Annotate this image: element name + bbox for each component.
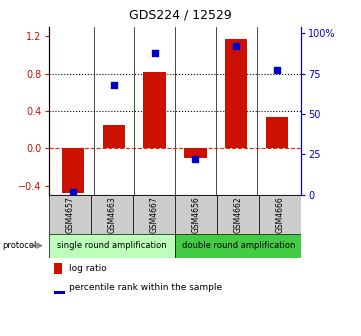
- Point: [111, 82, 117, 88]
- Point: [70, 189, 76, 194]
- Text: log ratio: log ratio: [69, 264, 107, 273]
- Bar: [225, 39, 247, 148]
- Bar: [144, 72, 166, 148]
- Point: [152, 50, 158, 55]
- Text: GSM4667: GSM4667: [149, 196, 158, 233]
- Text: double round amplification: double round amplification: [182, 241, 295, 250]
- Text: single round amplification: single round amplification: [57, 241, 167, 250]
- Bar: [54, 262, 62, 274]
- Bar: [184, 148, 207, 158]
- Bar: [49, 234, 175, 258]
- Bar: [103, 125, 125, 148]
- Text: GSM4656: GSM4656: [192, 196, 201, 233]
- Bar: [54, 291, 65, 294]
- Bar: [91, 195, 133, 234]
- Text: GSM4657: GSM4657: [65, 196, 74, 233]
- Point: [274, 68, 280, 73]
- Point: [192, 157, 198, 162]
- Text: GSM4662: GSM4662: [234, 196, 243, 233]
- Bar: [217, 195, 259, 234]
- Text: GSM4663: GSM4663: [108, 196, 116, 233]
- Bar: [133, 195, 175, 234]
- Bar: [49, 195, 91, 234]
- Bar: [259, 195, 301, 234]
- Text: percentile rank within the sample: percentile rank within the sample: [69, 283, 222, 292]
- Text: GDS224 / 12529: GDS224 / 12529: [129, 8, 232, 22]
- Point: [233, 44, 239, 49]
- Bar: [266, 117, 288, 148]
- Bar: [62, 148, 84, 193]
- Bar: [175, 195, 217, 234]
- Bar: [175, 234, 301, 258]
- Text: protocol: protocol: [2, 241, 36, 250]
- Text: GSM4666: GSM4666: [276, 196, 285, 233]
